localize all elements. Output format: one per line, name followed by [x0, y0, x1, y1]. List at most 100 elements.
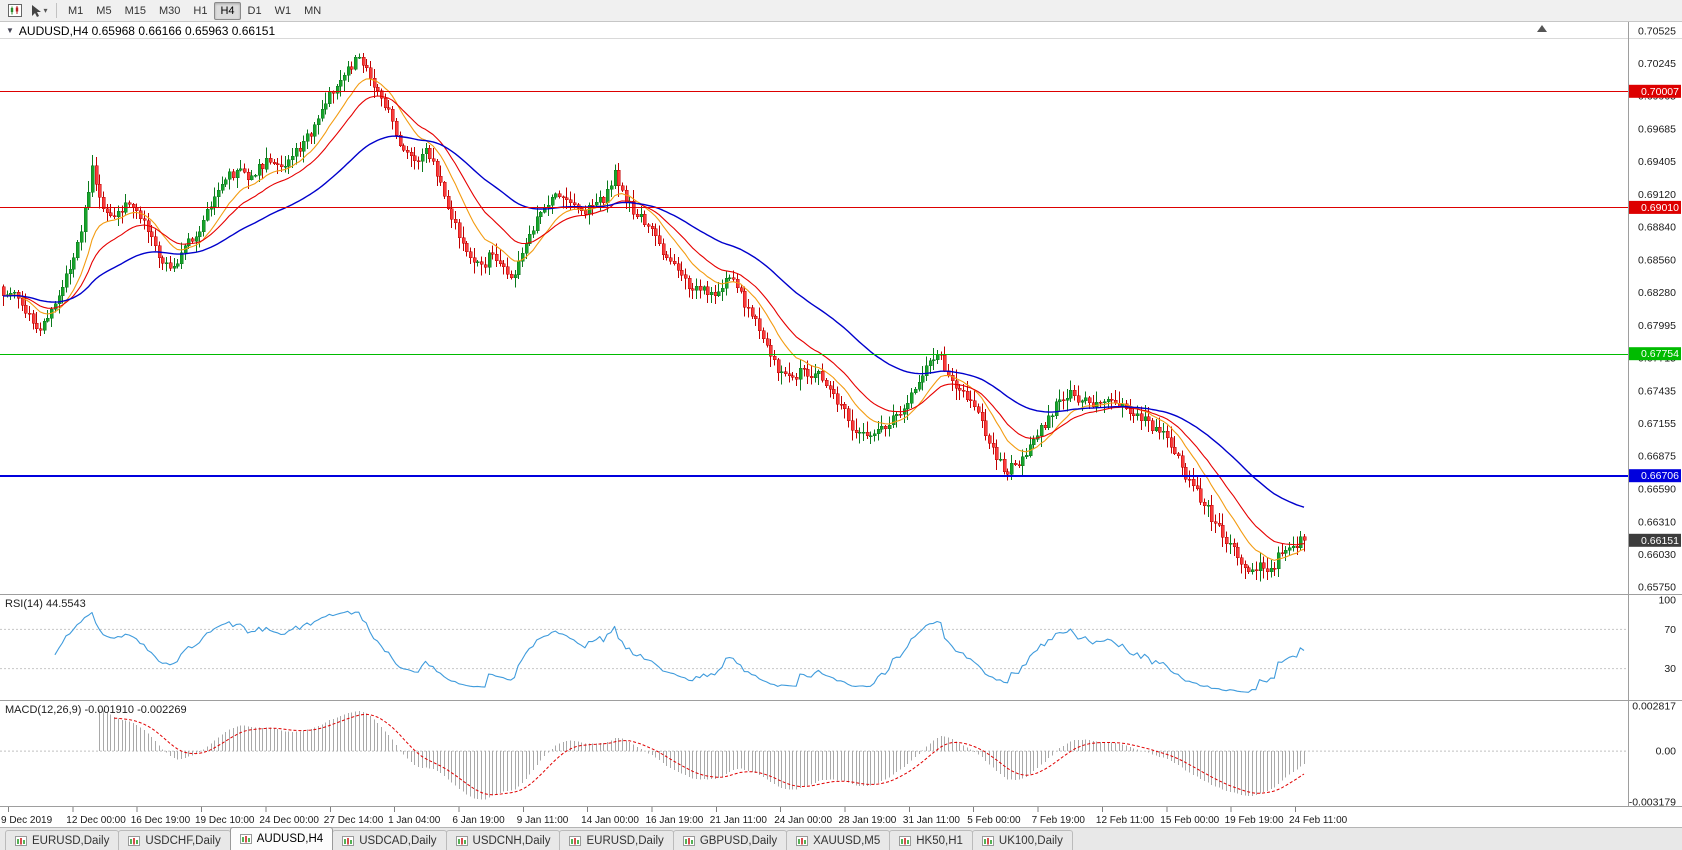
- tf-button-w1[interactable]: W1: [274, 4, 292, 17]
- chart-type-icon[interactable]: [3, 2, 27, 20]
- price-tick-label: 0.67995: [1638, 320, 1676, 332]
- ma-fast-line: [2, 78, 1305, 561]
- chart-tab-gbpusd-daily[interactable]: GBPUSD,Daily: [672, 830, 788, 850]
- price-axis[interactable]: 0.705250.702450.699650.696850.694050.691…: [1638, 26, 1676, 594]
- time-tick-label: 9 Dec 2019: [1, 815, 53, 826]
- price-tick-label: 0.69685: [1638, 123, 1676, 135]
- macd-histogram: [99, 709, 1305, 800]
- chart-icon: [899, 835, 912, 846]
- svg-text:0.66151: 0.66151: [1641, 535, 1679, 547]
- toolbar: ▾ M1 M5 M15 M30 H1 H4 D1 W1 MN: [0, 0, 1682, 22]
- chart-tab-audusd-h4[interactable]: AUDUSD,H4: [229, 827, 334, 850]
- tab-label: USDCNH,Daily: [472, 834, 551, 847]
- price-tick-label: 0.66875: [1638, 451, 1676, 463]
- tab-label: USDCHF,Daily: [145, 834, 221, 847]
- chart-tab-eurusd-daily[interactable]: EURUSD,Daily: [5, 830, 120, 850]
- price-tick-label: 0.66310: [1638, 516, 1676, 528]
- chart-icon: [981, 835, 994, 846]
- macd-scale-label: 0.00: [1656, 746, 1677, 758]
- tab-label: USDCAD,Daily: [359, 834, 437, 847]
- chart-tab-xauusd-m5[interactable]: XAUUSD,M5: [786, 830, 891, 850]
- tf-button-m1[interactable]: M1: [68, 4, 84, 17]
- time-tick-label: 6 Jan 19:00: [452, 815, 505, 826]
- chart-icon: [15, 835, 27, 846]
- tf-button-d1[interactable]: D1: [247, 4, 262, 17]
- tf-button-m5[interactable]: M5: [96, 4, 112, 17]
- cursor-tool-icon[interactable]: ▾: [27, 2, 51, 20]
- svg-text:0.67754: 0.67754: [1641, 348, 1679, 360]
- time-tick-label: 31 Jan 11:00: [903, 815, 961, 826]
- ma-slow-line: [3, 135, 1305, 508]
- tab-label: UK100,Daily: [998, 834, 1063, 847]
- chart-tab-usdchf-daily[interactable]: USDCHF,Daily: [118, 830, 231, 850]
- chart-canvas[interactable]: 0.705250.702450.699650.696850.694050.691…: [0, 22, 1682, 827]
- cursor-arrow-icon: [32, 4, 42, 17]
- tab-label: HK50,H1: [916, 834, 963, 847]
- time-tick-label: 12 Feb 11:00: [1096, 815, 1155, 826]
- price-tick-label: 0.70245: [1638, 58, 1676, 70]
- chart-tab-bar: EURUSD,Daily USDCHF,Daily AUDUSD,H4 USDCAD,…: [0, 827, 1682, 850]
- time-tick-label: 16 Jan 19:00: [646, 815, 704, 826]
- price-tick-label: 0.70525: [1638, 26, 1676, 38]
- tab-label: XAUUSD,M5: [813, 834, 881, 847]
- chart-tab-eurusd-daily[interactable]: EURUSD,Daily: [559, 830, 674, 850]
- tf-button-h1[interactable]: H1: [193, 4, 208, 17]
- price-tick-label: 0.66030: [1638, 549, 1676, 561]
- tab-label: EURUSD,Daily: [586, 834, 664, 847]
- time-tick-label: 7 Feb 19:00: [1032, 815, 1086, 826]
- time-tick-label: 15 Feb 00:00: [1160, 815, 1219, 826]
- rsi-line: [54, 610, 1305, 693]
- tab-label: GBPUSD,Daily: [699, 834, 778, 847]
- rsi-scale-label: 30: [1664, 663, 1676, 675]
- time-tick-label: 28 Jan 19:00: [839, 815, 897, 826]
- rsi-indicator-label: RSI(14) 44.5543: [5, 598, 86, 610]
- time-tick-label: 24 Dec 00:00: [259, 815, 319, 826]
- macd-indicator-label: MACD(12,26,9) -0.001910 -0.002269: [5, 704, 187, 716]
- time-tick-label: 1 Jan 04:00: [388, 815, 441, 826]
- time-tick-label: 24 Jan 00:00: [774, 815, 832, 826]
- tab-label: AUDUSD,H4: [256, 833, 324, 845]
- macd-scale-label: 0.002817: [1632, 701, 1676, 713]
- tab-label: EURUSD,Daily: [32, 834, 110, 847]
- price-tag-level-0.67754: 0.67754: [1629, 347, 1681, 361]
- chart-window[interactable]: 0.705250.702450.699650.696850.694050.691…: [0, 22, 1682, 827]
- chart-icon: [455, 835, 468, 846]
- one-click-trading-arrow-icon[interactable]: ▼: [6, 25, 14, 35]
- price-tick-label: 0.65750: [1638, 582, 1676, 594]
- time-tick-label: 16 Dec 19:00: [131, 815, 191, 826]
- time-tick-label: 5 Feb 00:00: [967, 815, 1021, 826]
- macd-signal-line: [114, 713, 1305, 796]
- chart-tab-uk100-daily[interactable]: UK100,Daily: [971, 830, 1073, 850]
- price-tick-label: 0.69120: [1638, 189, 1676, 201]
- chart-tab-usdcnh-daily[interactable]: USDCNH,Daily: [445, 830, 561, 850]
- price-tick-label: 0.68560: [1638, 254, 1676, 266]
- chart-icon: [682, 835, 695, 846]
- candlestick-chart-icon: [8, 4, 22, 17]
- dropdown-arrow-icon[interactable]: ▾: [43, 6, 48, 15]
- chart-icon: [128, 835, 141, 846]
- price-tag-level-0.69010: 0.69010: [1629, 200, 1681, 214]
- time-tick-label: 19 Dec 10:00: [195, 815, 255, 826]
- tf-button-m30[interactable]: M30: [158, 4, 181, 17]
- time-tick-label: 27 Dec 14:00: [324, 815, 384, 826]
- time-tick-label: 12 Dec 00:00: [66, 815, 126, 826]
- rsi-scale-label: 100: [1658, 595, 1676, 607]
- macd-scale-label: -0.003179: [1629, 797, 1676, 809]
- time-axis[interactable]: 9 Dec 2019 12 Dec 00:00 16 Dec 19:00 19 Dec…: [1, 807, 1348, 826]
- tf-button-m15[interactable]: M15: [124, 4, 146, 17]
- time-tick-label: 9 Jan 11:00: [517, 815, 569, 826]
- tf-button-h4[interactable]: H4: [214, 1, 241, 20]
- tf-button-mn[interactable]: MN: [304, 4, 322, 17]
- rsi-scale-label: 70: [1664, 624, 1676, 636]
- chart-tab-usdcad-daily[interactable]: USDCAD,Daily: [332, 830, 447, 850]
- chart-title: ▼ AUDUSD,H4 0.65968 0.66166 0.65963 0.66…: [6, 23, 275, 38]
- svg-text:0.70007: 0.70007: [1641, 86, 1679, 98]
- chart-tab-hk50-h1[interactable]: HK50,H1: [889, 830, 973, 850]
- time-tick-label: 21 Jan 11:00: [710, 815, 768, 826]
- chart-shift-marker[interactable]: [1537, 25, 1547, 32]
- svg-text:0.69010: 0.69010: [1641, 202, 1679, 214]
- time-tick-label: 19 Feb 19:00: [1225, 815, 1284, 826]
- chart-icon: [342, 835, 355, 846]
- price-tick-label: 0.67155: [1638, 418, 1676, 430]
